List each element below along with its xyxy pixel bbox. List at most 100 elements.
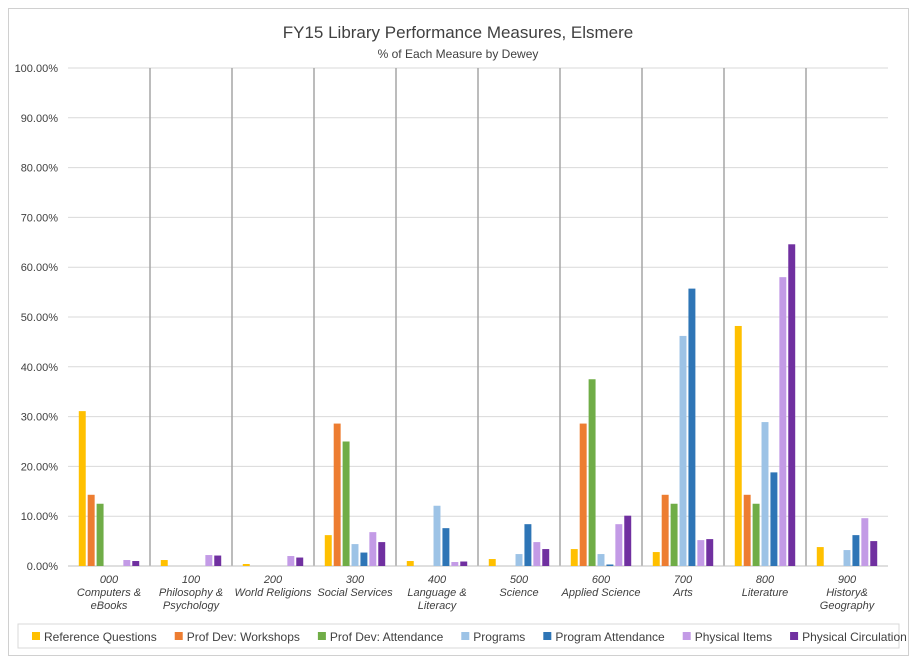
bar — [96, 503, 104, 566]
legend-box — [17, 623, 900, 649]
x-tick-label: 800 — [756, 574, 775, 586]
bar — [442, 528, 450, 566]
bar — [661, 494, 669, 566]
legend-swatch — [32, 632, 40, 640]
bar — [433, 505, 441, 566]
x-tick-label: Philosophy & — [159, 587, 223, 599]
bar — [843, 550, 851, 566]
legend-label: Program Attendance — [555, 630, 665, 644]
bar — [132, 561, 140, 566]
x-tick-label: 400 — [428, 574, 447, 586]
bar — [324, 535, 332, 566]
x-tick-label: Literacy — [418, 600, 458, 612]
x-tick-label: Geography — [820, 600, 876, 612]
bar — [78, 411, 86, 566]
legend-swatch — [174, 632, 183, 640]
bar — [160, 560, 168, 566]
y-axis-ticks: 0.00% 10.00% 20.00% 30.00% 40.00% 50.00% 60.00… — [15, 63, 59, 573]
legend-swatch — [461, 632, 470, 640]
bar — [87, 494, 95, 566]
x-tick-label: 700 — [674, 574, 693, 586]
legend: Reference Questions Prof Dev: Workshops Pr… — [17, 623, 907, 649]
x-tick-label: Social Services — [317, 587, 393, 599]
bar — [697, 540, 705, 566]
x-tick-label: History& — [826, 587, 868, 599]
bar — [606, 564, 614, 566]
bar — [588, 379, 596, 566]
chart-subtitle: % of Each Measure by Dewey — [378, 47, 539, 61]
x-tick-label: 600 — [592, 574, 611, 586]
bar — [369, 532, 377, 566]
y-tick-label: 60.00% — [21, 262, 59, 274]
bar — [761, 422, 769, 566]
legend-label: Programs — [473, 630, 525, 644]
bars — [78, 244, 878, 567]
x-tick-label: Literature — [742, 587, 788, 599]
bar — [688, 288, 696, 566]
bar — [214, 555, 222, 566]
x-tick-label: 200 — [263, 574, 283, 586]
y-tick-label: 30.00% — [21, 412, 59, 424]
x-tick-label: Applied Science — [561, 587, 641, 599]
bar — [779, 277, 787, 566]
bar — [734, 325, 742, 566]
bar — [788, 244, 796, 567]
bar — [743, 494, 751, 566]
bar — [451, 562, 459, 566]
legend-label: Prof Dev: Workshops — [187, 630, 300, 644]
bar — [406, 561, 414, 566]
x-tick-label: Science — [499, 587, 538, 599]
chart-title: FY15 Library Performance Measures, Elsme… — [283, 23, 634, 42]
bar — [670, 503, 678, 566]
bar — [287, 556, 295, 566]
bar — [870, 541, 878, 566]
x-tick-label: 100 — [182, 574, 201, 586]
category-separators — [68, 68, 888, 567]
x-tick-label: Language & — [407, 587, 466, 599]
bar — [378, 542, 386, 566]
legend-label: Reference Questions — [44, 630, 157, 644]
bar — [296, 557, 304, 566]
y-tick-label: 10.00% — [21, 511, 59, 523]
x-tick-label: 900 — [838, 574, 857, 586]
bar — [460, 561, 468, 566]
bar — [770, 472, 778, 566]
bar — [624, 515, 632, 566]
bar — [242, 564, 250, 566]
bar — [533, 542, 541, 566]
y-tick-label: 80.00% — [21, 163, 59, 175]
x-tick-label: Computers & — [77, 587, 141, 599]
x-tick-label: Arts — [672, 587, 693, 599]
bar — [515, 554, 523, 566]
bar — [333, 423, 341, 566]
bar — [123, 560, 131, 566]
bar — [524, 524, 532, 566]
bar — [488, 559, 496, 566]
bar — [752, 503, 760, 566]
bar — [652, 552, 660, 566]
x-tick-label: 300 — [346, 574, 365, 586]
y-tick-label: 100.00% — [15, 63, 59, 75]
legend-label: Physical Items — [695, 630, 772, 644]
bar — [351, 544, 359, 566]
y-tick-label: 0.00% — [27, 561, 58, 573]
legend-swatch — [543, 632, 552, 640]
legend-label: Physical Circulation — [802, 630, 907, 644]
y-tick-label: 50.00% — [21, 312, 59, 324]
bar — [360, 552, 368, 566]
bar — [597, 554, 605, 566]
bar — [342, 441, 350, 566]
legend-label: Prof Dev: Attendance — [330, 630, 444, 644]
bar — [861, 518, 869, 566]
bar — [615, 524, 623, 566]
y-tick-label: 20.00% — [21, 461, 59, 473]
bar — [542, 549, 550, 566]
bar — [679, 335, 687, 566]
x-tick-label: 000 — [100, 574, 119, 586]
x-tick-label: World Religions — [234, 587, 312, 599]
legend-swatch — [317, 632, 326, 640]
bar — [205, 555, 213, 566]
y-tick-label: 40.00% — [21, 362, 59, 374]
